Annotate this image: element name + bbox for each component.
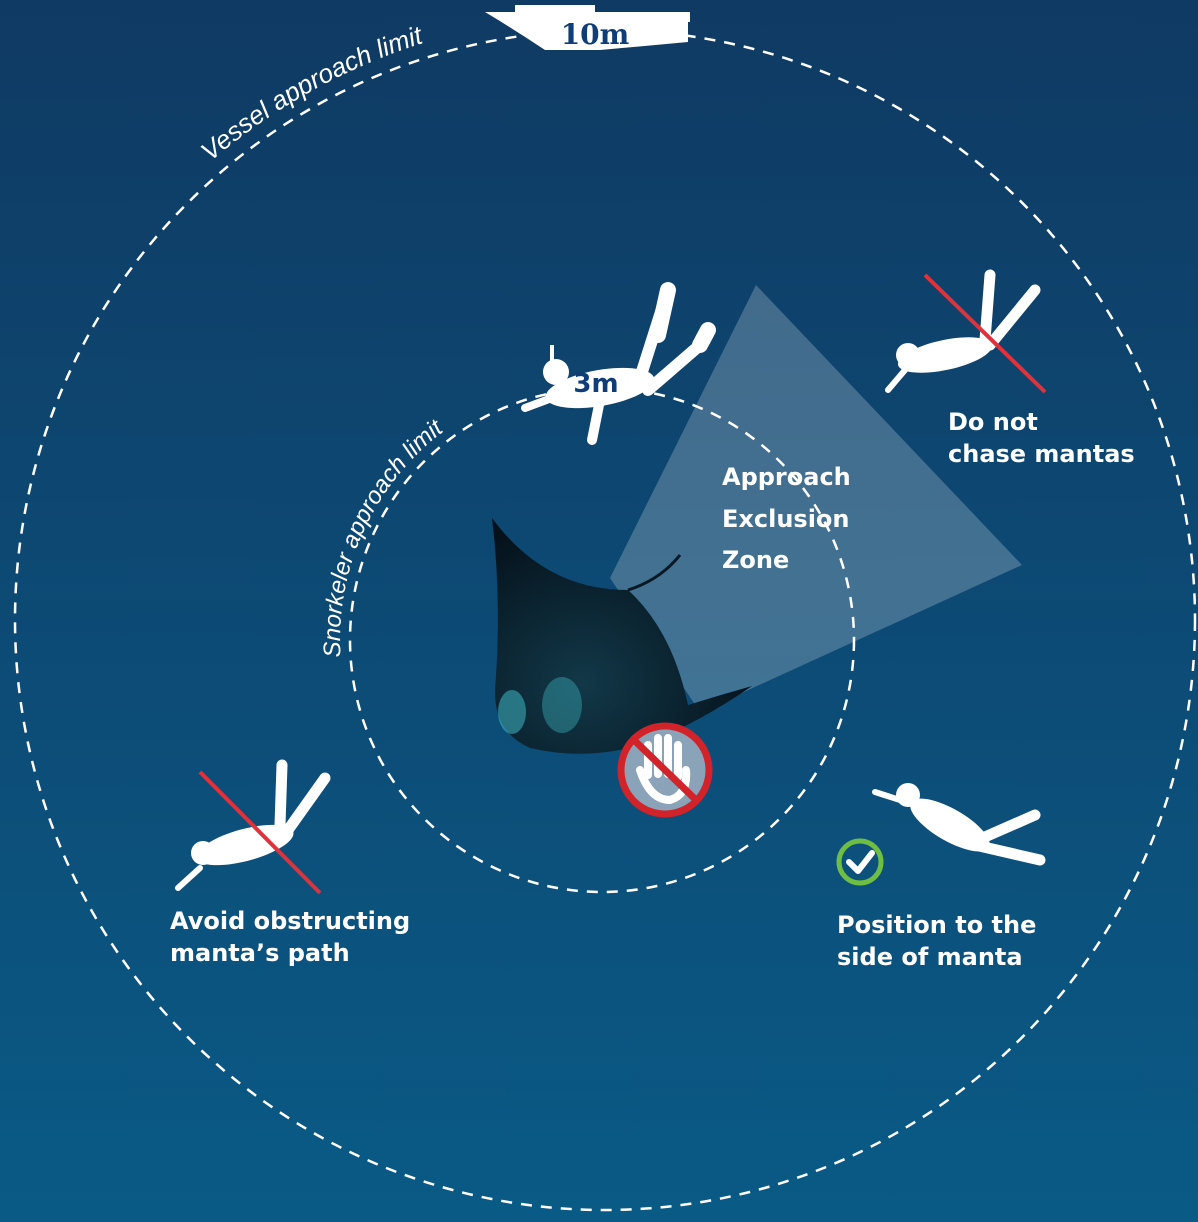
snorkeler-obstructing bbox=[175, 759, 331, 895]
exclusion-line: Exclusion bbox=[722, 505, 850, 533]
vessel-distance: 10m bbox=[561, 18, 630, 51]
guidance-line: manta’s path bbox=[170, 939, 350, 967]
exclusion-line: Approach bbox=[722, 463, 851, 491]
snorkeler-3m bbox=[521, 282, 716, 445]
guidance-line: Do not bbox=[948, 408, 1038, 436]
guidance-line: Avoid obstructing bbox=[170, 907, 410, 935]
guidance-line: chase mantas bbox=[948, 440, 1135, 468]
guidance-line: side of manta bbox=[837, 943, 1023, 971]
check-icon bbox=[836, 838, 884, 886]
boat bbox=[485, 5, 690, 50]
exclusion-zone bbox=[610, 285, 1022, 712]
manta bbox=[492, 518, 752, 754]
guidance-line: Position to the bbox=[837, 911, 1036, 939]
snorkeler-side bbox=[872, 783, 1046, 866]
guidance-label: Do not chase mantas bbox=[948, 408, 1135, 468]
exclusion-line: Zone bbox=[722, 546, 789, 574]
snorkeler-chasing bbox=[885, 269, 1047, 394]
guidance-label: Avoid obstructing manta’s path bbox=[170, 907, 419, 967]
no-touch-icon bbox=[617, 722, 713, 818]
guidance-label: Position to the side of manta bbox=[837, 911, 1045, 971]
snorkeler-distance: 3m bbox=[573, 369, 618, 399]
exclusion-zone-label: Approach Exclusion Zone bbox=[722, 463, 859, 574]
